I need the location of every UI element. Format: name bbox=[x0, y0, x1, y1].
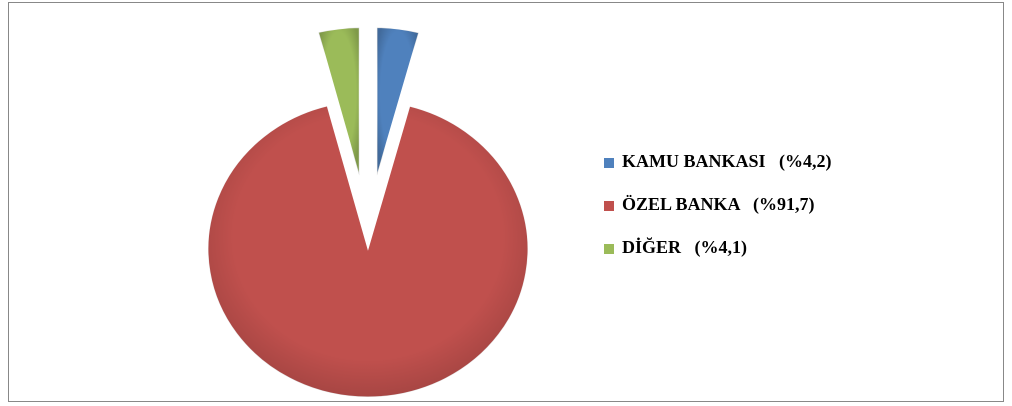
slice-shade bbox=[318, 27, 360, 176]
legend-swatch bbox=[604, 201, 614, 211]
legend: KAMU BANKASI (%4,2) ÖZEL BANKA (%91,7) DİĞ… bbox=[604, 151, 832, 258]
slice-shade bbox=[376, 27, 419, 176]
slice-shade bbox=[207, 105, 528, 397]
legend-label: ÖZEL BANKA (%91,7) bbox=[622, 194, 815, 215]
legend-label: KAMU BANKASI (%4,2) bbox=[622, 151, 832, 172]
pie bbox=[207, 27, 529, 398]
legend-swatch bbox=[604, 158, 614, 168]
legend-label: DİĞER (%4,1) bbox=[622, 236, 747, 258]
legend-swatch bbox=[604, 244, 614, 254]
